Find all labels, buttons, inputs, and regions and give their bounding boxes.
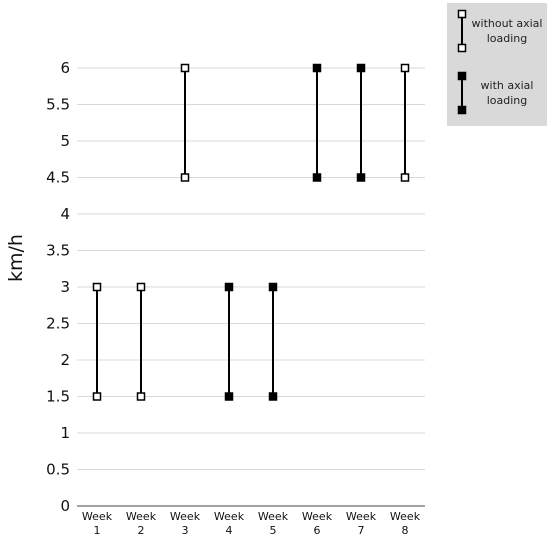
range-low-marker xyxy=(92,392,102,401)
y-tick-label: 3.5 xyxy=(46,242,70,260)
y-axis-label: km/h xyxy=(5,234,27,282)
x-tick-label: 5 xyxy=(270,524,277,537)
range-high-marker xyxy=(268,282,278,292)
range-high-marker xyxy=(312,63,322,73)
legend-marker xyxy=(457,43,467,53)
legend-marker xyxy=(457,71,467,81)
range-low-marker xyxy=(180,173,190,182)
grid-layer xyxy=(77,67,425,507)
range-low-marker xyxy=(224,392,234,401)
x-tick-label: Week xyxy=(302,510,333,523)
x-tick-label: Week xyxy=(346,510,377,523)
legend-label: loading xyxy=(487,94,528,107)
y-tick-label: 5.5 xyxy=(46,96,70,114)
x-tick-label: 3 xyxy=(182,524,189,537)
legend: without axial loading with axial loading xyxy=(447,3,547,126)
x-tick-label: 7 xyxy=(358,524,365,537)
x-tick-label: 4 xyxy=(226,524,233,537)
series-layer xyxy=(92,63,410,401)
range-high-marker xyxy=(356,63,366,73)
x-tick-label: Week xyxy=(390,510,421,523)
y-tick-label: 3 xyxy=(60,278,70,296)
range-low-marker xyxy=(356,173,366,182)
y-tick-label: 2.5 xyxy=(46,315,70,333)
legend-background xyxy=(447,3,547,126)
y-tick-label: 6 xyxy=(60,59,70,77)
y-tick-label: 0 xyxy=(60,497,70,515)
x-tick-label: Week xyxy=(214,510,245,523)
range-high-marker xyxy=(400,63,410,73)
x-tick-label: Week xyxy=(258,510,289,523)
range-low-marker xyxy=(136,392,146,401)
x-tick-label: Week xyxy=(126,510,157,523)
y-tick-label: 1.5 xyxy=(46,388,70,406)
y-tick-label: 4 xyxy=(60,205,70,223)
legend-label: with axial xyxy=(481,79,534,92)
range-high-marker xyxy=(136,282,146,292)
range-low-marker xyxy=(312,173,322,182)
x-tick-label: 2 xyxy=(138,524,145,537)
y-tick-label: 2 xyxy=(60,351,70,369)
range-high-marker xyxy=(224,282,234,292)
x-tick-label: Week xyxy=(170,510,201,523)
range-high-marker xyxy=(180,63,190,73)
range-low-marker xyxy=(268,392,278,401)
range-high-marker xyxy=(92,282,102,292)
x-tick-label: 1 xyxy=(94,524,101,537)
x-tick-label: 6 xyxy=(314,524,321,537)
range-low-marker xyxy=(400,173,410,182)
y-tick-label: 0.5 xyxy=(46,461,70,479)
x-tick-label: Week xyxy=(82,510,113,523)
x-tick-label: 8 xyxy=(402,524,409,537)
y-tick-labels: 0 0.5 1 1.5 2 2.5 3 3.5 4 4.5 5 5.5 6 xyxy=(46,59,70,515)
legend-label: loading xyxy=(487,32,528,45)
legend-marker xyxy=(457,9,467,19)
legend-marker xyxy=(457,105,467,115)
y-tick-label: 4.5 xyxy=(46,169,70,187)
y-tick-label: 1 xyxy=(60,424,70,442)
legend-label: without axial xyxy=(472,17,543,30)
y-tick-label: 5 xyxy=(60,132,70,150)
